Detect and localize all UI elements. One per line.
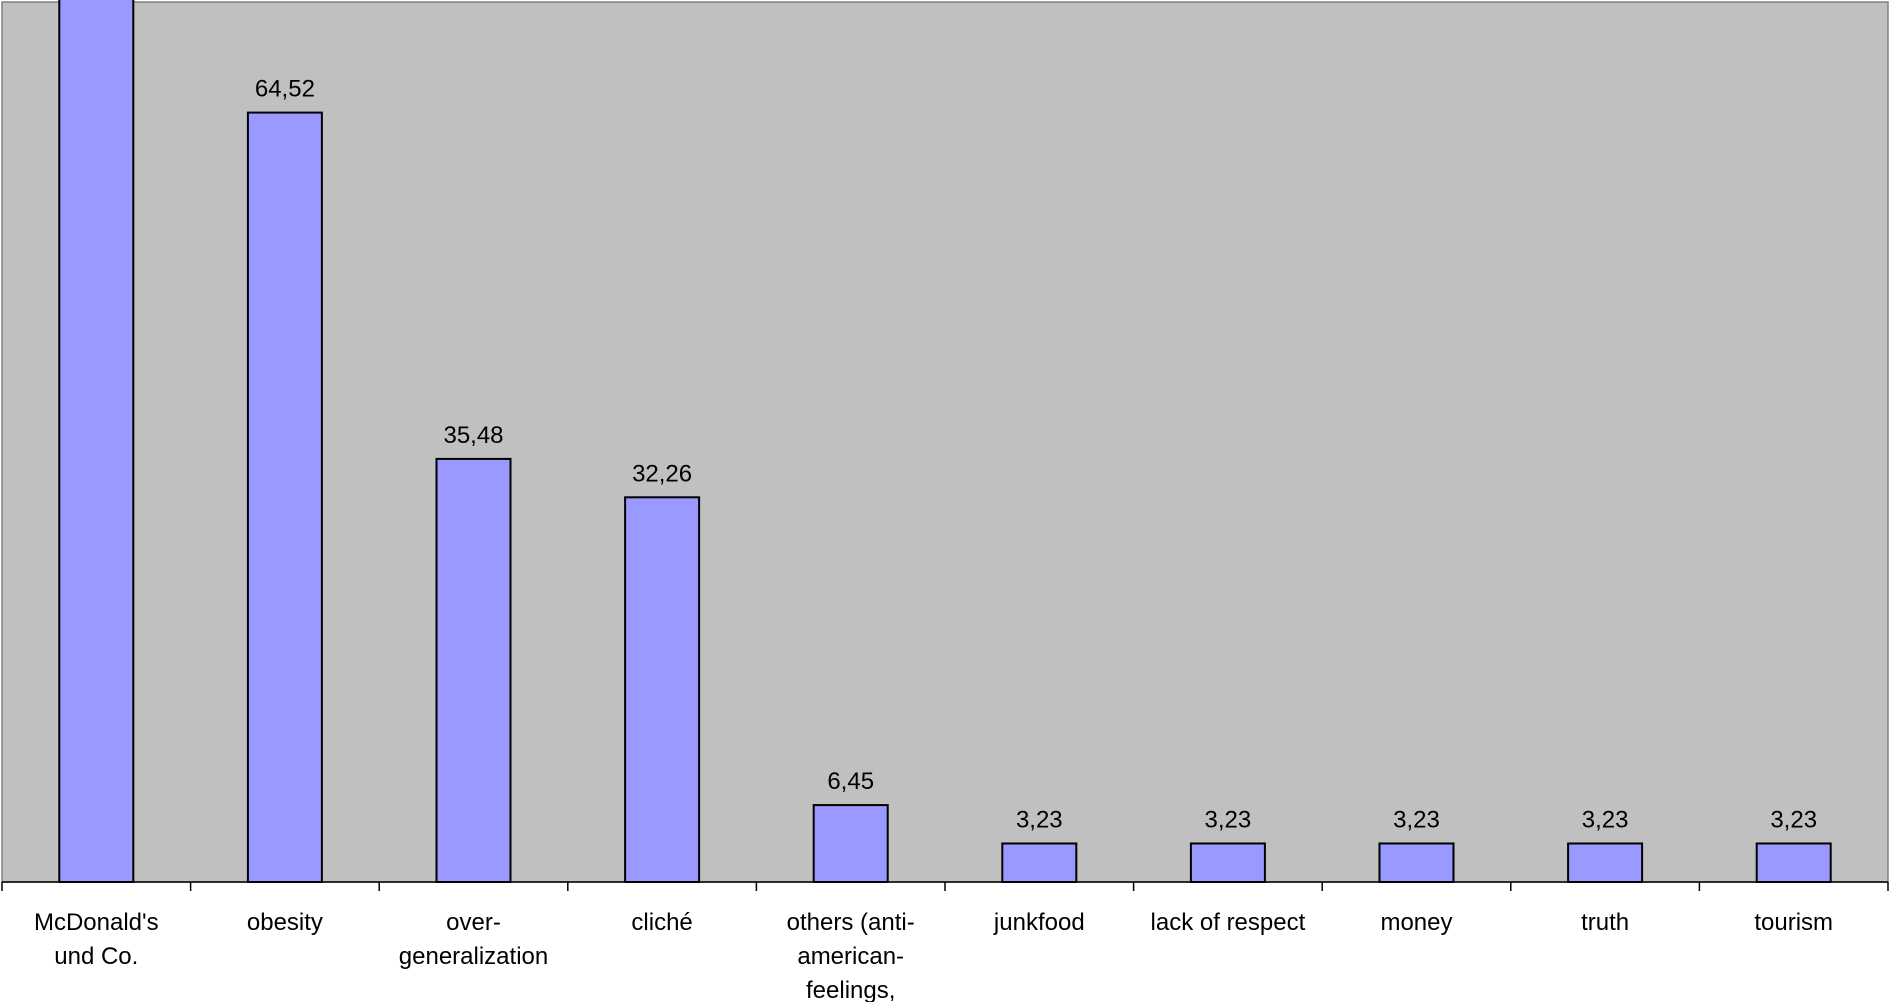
- category-label-line: lack of respect: [1151, 909, 1306, 936]
- data-label: 3,23: [1205, 806, 1252, 833]
- bar: [812, 804, 889, 883]
- category-label-line: McDonald's: [34, 909, 159, 936]
- category-labels-group: McDonald's und Co. obesity over-generalizat…: [34, 909, 1833, 1002]
- category-label-line: over-: [446, 909, 501, 936]
- category-label: over-generalization: [399, 909, 548, 970]
- data-label: 32,26: [632, 460, 692, 487]
- category-label-line: junkfood: [993, 909, 1085, 936]
- bar: [1189, 842, 1266, 883]
- category-label-line: cliché: [631, 909, 692, 936]
- x-ticks-group: [1, 882, 1889, 891]
- data-label: 6,45: [827, 768, 874, 795]
- bar: [1378, 842, 1455, 883]
- category-label: cliché: [631, 909, 692, 936]
- category-label: McDonald's und Co.: [34, 909, 159, 970]
- category-label: junkfood: [993, 909, 1085, 936]
- bar: [1567, 842, 1644, 883]
- bar: [58, 0, 135, 884]
- category-label: money: [1380, 909, 1452, 936]
- category-label: truth: [1581, 909, 1629, 936]
- category-label: lack of respect: [1151, 909, 1306, 936]
- bar: [246, 111, 323, 883]
- bar: [435, 457, 512, 883]
- category-label-line: feelings,: [806, 977, 895, 1002]
- category-label-line: others (anti-: [787, 909, 915, 936]
- data-label: 3,23: [1393, 806, 1440, 833]
- category-label-line: tourism: [1754, 909, 1833, 936]
- category-label-line: american-: [797, 943, 904, 970]
- category-label-line: generalization: [399, 943, 548, 970]
- data-label: 3,23: [1582, 806, 1629, 833]
- bar: [1755, 842, 1832, 883]
- category-label: others (anti-american-feelings,: [787, 909, 915, 1002]
- category-label-line: obesity: [247, 909, 323, 936]
- category-label: obesity: [247, 909, 323, 936]
- data-label: 64,52: [255, 76, 315, 103]
- data-label: 3,23: [1770, 806, 1817, 833]
- category-label-line: money: [1380, 909, 1452, 936]
- bar: [624, 496, 701, 883]
- data-label: 35,48: [443, 422, 503, 449]
- data-label: 3,23: [1016, 806, 1063, 833]
- bar: [1001, 842, 1078, 883]
- category-label-line: und Co.: [54, 943, 138, 970]
- category-label-line: truth: [1581, 909, 1629, 936]
- data-labels-group: 74,1964,5235,4832,266,453,233,233,233,23…: [255, 76, 1817, 834]
- category-label: tourism: [1754, 909, 1833, 936]
